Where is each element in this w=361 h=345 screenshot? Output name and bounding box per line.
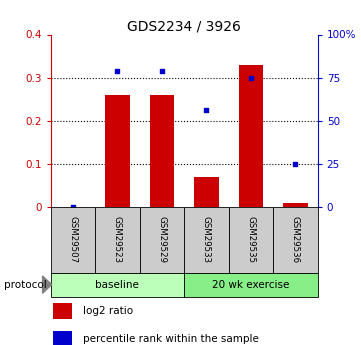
Text: 20 wk exercise: 20 wk exercise <box>212 280 290 289</box>
Polygon shape <box>43 276 52 293</box>
Bar <box>53 303 72 319</box>
Text: protocol: protocol <box>4 280 46 289</box>
Bar <box>194 177 219 207</box>
Text: GSM29523: GSM29523 <box>113 216 122 263</box>
Text: GSM29535: GSM29535 <box>247 216 255 263</box>
Bar <box>239 65 263 207</box>
Point <box>292 161 298 167</box>
Bar <box>273 207 318 273</box>
Bar <box>229 207 273 273</box>
Title: GDS2234 / 3926: GDS2234 / 3926 <box>127 19 241 33</box>
Text: percentile rank within the sample: percentile rank within the sample <box>83 334 258 344</box>
Bar <box>184 273 318 297</box>
Point <box>248 75 254 80</box>
Bar <box>51 273 184 297</box>
Point <box>204 108 209 113</box>
Bar <box>53 331 72 345</box>
Text: GSM29533: GSM29533 <box>202 216 211 263</box>
Bar <box>105 95 130 207</box>
Bar <box>51 207 95 273</box>
Bar <box>140 207 184 273</box>
Point <box>159 68 165 73</box>
Point <box>114 68 120 73</box>
Text: log2 ratio: log2 ratio <box>83 306 133 316</box>
Point <box>70 204 76 210</box>
Bar <box>149 95 174 207</box>
Text: GSM29507: GSM29507 <box>68 216 77 263</box>
Bar <box>184 207 229 273</box>
Text: GSM29529: GSM29529 <box>157 216 166 263</box>
Text: GSM29536: GSM29536 <box>291 216 300 263</box>
Text: baseline: baseline <box>95 280 139 289</box>
Bar <box>283 203 308 207</box>
Bar <box>95 207 140 273</box>
